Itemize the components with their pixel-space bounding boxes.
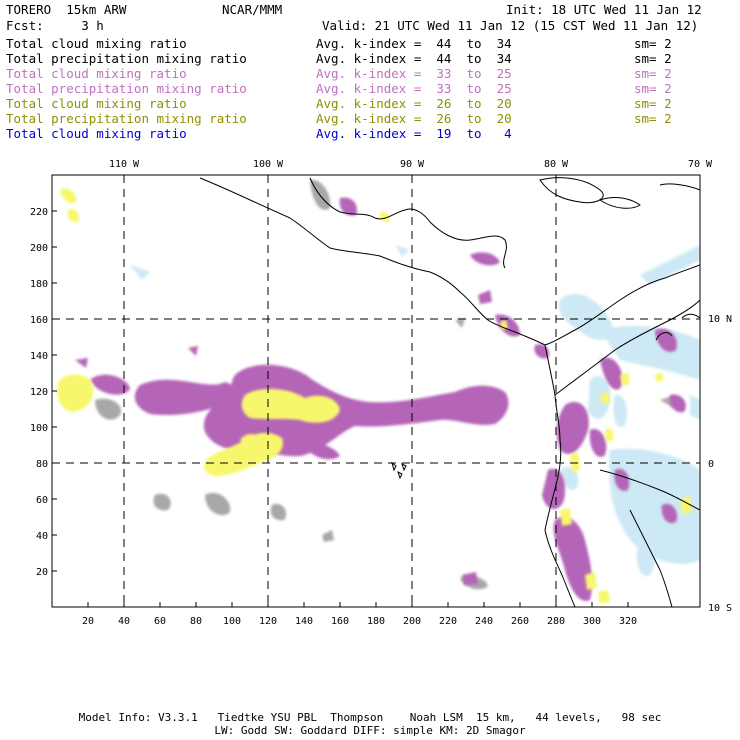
legend-row: Total cloud mixing ratio Avg. k-index = … (6, 66, 736, 81)
forecast-hour: Fcst: 3 h (6, 18, 104, 33)
y-tick-label: 100 (30, 423, 48, 434)
legend-smoothing: sm= 2 (634, 81, 672, 96)
x-tick-label: 20 (82, 616, 94, 627)
legend-smoothing: sm= 2 (634, 96, 672, 111)
y-tick-label: 80 (36, 459, 48, 470)
forecast-map: 110 W 100 W 90 W 80 W 70 W 10 N 0 10 S (30, 159, 732, 627)
x-tick-label: 80 (190, 616, 202, 627)
x-tick-label: 160 (331, 616, 349, 627)
x-tick-label: 240 (475, 616, 493, 627)
legend-row: Total cloud mixing ratio Avg. k-index = … (6, 96, 736, 111)
y-tick-label: 120 (30, 387, 48, 398)
x-tick-label: 140 (295, 616, 313, 627)
lon-label: 80 W (544, 159, 569, 170)
y-tick-label: 180 (30, 279, 48, 290)
lat-label: 10 S (708, 603, 732, 614)
legend-variable: Total cloud mixing ratio (6, 66, 187, 81)
model-title: TORERO 15km ARW (6, 2, 127, 17)
legend-variable: Total precipitation mixing ratio (6, 81, 247, 96)
low-mid-cloud-field (57, 188, 692, 604)
x-axis: 20 40 60 80 100 120 140 160 180 200 220 240 260 280 30… (82, 602, 637, 627)
legend-row: Total precipitation mixing ratio Avg. k-… (6, 111, 736, 126)
legend-kindex: Avg. k-index = 44 to 34 (316, 51, 512, 66)
legend-variable: Total precipitation mixing ratio (6, 111, 247, 126)
y-tick-label: 40 (36, 531, 48, 542)
legend-row: Total precipitation mixing ratio Avg. k-… (6, 51, 736, 66)
organization: NCAR/MMM (222, 2, 283, 17)
latlon-grid (52, 175, 700, 607)
x-tick-label: 220 (439, 616, 457, 627)
lon-label: 100 W (253, 159, 284, 170)
field-legend: Total cloud mixing ratio Avg. k-index = … (6, 36, 736, 141)
lon-label: 90 W (400, 159, 425, 170)
valid-time: Valid: 21 UTC Wed 11 Jan 12 (15 CST Wed … (322, 18, 699, 33)
legend-smoothing: sm= 2 (634, 36, 672, 51)
legend-smoothing: sm= 2 (634, 51, 672, 66)
x-tick-label: 100 (223, 616, 241, 627)
lat-label: 10 N (708, 314, 732, 325)
y-axis: 220 200 180 160 140 120 100 80 60 40 20 (30, 207, 57, 578)
legend-variable: Total cloud mixing ratio (6, 36, 187, 51)
x-tick-label: 60 (154, 616, 166, 627)
lat-label: 0 (708, 459, 714, 470)
legend-row: Total cloud mixing ratio Avg. k-index = … (6, 126, 736, 141)
y-tick-label: 60 (36, 495, 48, 506)
low-cloud-field (130, 245, 700, 576)
x-tick-label: 120 (259, 616, 277, 627)
y-tick-label: 220 (30, 207, 48, 218)
x-tick-label: 300 (583, 616, 601, 627)
x-tick-label: 260 (511, 616, 529, 627)
mid-cloud-field (75, 197, 686, 601)
x-tick-label: 280 (547, 616, 565, 627)
init-time: Init: 18 UTC Wed 11 Jan 12 (506, 2, 702, 17)
legend-kindex: Avg. k-index = 26 to 20 (316, 111, 512, 126)
x-tick-label: 320 (619, 616, 637, 627)
physics-info: LW: Godd SW: Goddard DIFF: simple KM: 2D… (214, 724, 526, 737)
model-info: Model Info: V3.3.1 Tiedtke YSU PBL Thomp… (78, 711, 662, 724)
lon-label: 110 W (109, 159, 140, 170)
legend-variable: Total cloud mixing ratio (6, 96, 187, 111)
legend-smoothing: sm= 2 (634, 111, 672, 126)
legend-variable: Total cloud mixing ratio (6, 126, 187, 141)
legend-kindex: Avg. k-index = 26 to 20 (316, 96, 512, 111)
x-tick-label: 40 (118, 616, 130, 627)
y-tick-label: 200 (30, 243, 48, 254)
lon-label: 70 W (688, 159, 713, 170)
legend-kindex: Avg. k-index = 44 to 34 (316, 36, 512, 51)
x-tick-label: 180 (367, 616, 385, 627)
y-tick-label: 20 (36, 567, 48, 578)
legend-row: Total precipitation mixing ratio Avg. k-… (6, 81, 736, 96)
y-tick-label: 160 (30, 315, 48, 326)
legend-variable: Total precipitation mixing ratio (6, 51, 247, 66)
legend-kindex: Avg. k-index = 19 to 4 (316, 126, 512, 141)
y-tick-label: 140 (30, 351, 48, 362)
legend-kindex: Avg. k-index = 33 to 25 (316, 81, 512, 96)
legend-smoothing: sm= 2 (634, 66, 672, 81)
legend-row: Total cloud mixing ratio Avg. k-index = … (6, 36, 736, 51)
x-tick-label: 200 (403, 616, 421, 627)
legend-kindex: Avg. k-index = 33 to 25 (316, 66, 512, 81)
coastline (199, 177, 700, 607)
